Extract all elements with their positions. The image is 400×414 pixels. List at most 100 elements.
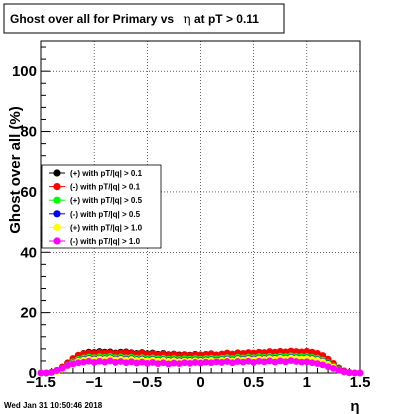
data-point (250, 359, 258, 366)
data-points (37, 347, 364, 377)
data-point (282, 358, 289, 366)
legend-marker (53, 237, 61, 245)
title-part-2: η (183, 12, 190, 26)
data-point (170, 359, 178, 367)
title-part-3: at pT > 0.11 (191, 12, 260, 26)
data-point (239, 358, 247, 366)
x-tick-label: −1.5 (26, 374, 56, 391)
data-point (276, 357, 284, 365)
data-point (271, 348, 279, 356)
data-point (48, 368, 56, 376)
data-point (218, 359, 226, 366)
data-point (202, 358, 210, 366)
data-point (197, 359, 204, 367)
data-point (213, 358, 220, 366)
data-point (80, 358, 87, 366)
legend-marker (53, 196, 61, 204)
legend: (+) with pT/|q| > 0.1 (-) with pT/|q| > 0… (41, 164, 162, 249)
x-tick-label: 0.5 (243, 374, 264, 391)
legend-label: (-) with pT/|q| > 0.1 (70, 183, 141, 192)
data-point (324, 363, 332, 371)
legend-marker (53, 223, 61, 231)
data-point (64, 362, 71, 369)
data-point (154, 360, 162, 368)
x-tick-label: 1.5 (350, 374, 371, 391)
data-point (266, 348, 274, 355)
data-point (282, 348, 289, 356)
x-tick-label: −1 (86, 374, 103, 391)
x-axis-title: η (350, 398, 359, 414)
data-point (345, 369, 353, 377)
data-point (292, 358, 300, 365)
data-point (175, 360, 183, 368)
legend-label: (+) with pT/|q| > 0.5 (70, 196, 143, 205)
data-point (122, 359, 130, 367)
footer-timestamp: Wed Jan 31 10:50:46 2018 (4, 401, 103, 410)
series-6 (37, 357, 364, 377)
data-point (314, 360, 321, 368)
legend-label: (-) with pT/|q| > 1.0 (70, 237, 141, 246)
data-point (308, 348, 316, 356)
x-tick-label: 0 (196, 374, 204, 391)
data-point (276, 347, 284, 355)
data-point (260, 358, 268, 366)
data-point (287, 357, 295, 365)
chart-title: Ghost over all for Primary vs η at pT > … (10, 12, 259, 26)
data-point (314, 349, 321, 357)
data-point (96, 357, 103, 365)
y-tick-label: 80 (20, 124, 37, 141)
axis-ticks: −1.5 −1 −0.5 0 0.5 1 1.5 0 20 40 60 80 100 (12, 46, 371, 391)
data-point (271, 358, 279, 366)
grid (41, 41, 360, 373)
data-point (255, 357, 263, 365)
data-point (292, 348, 300, 355)
data-point (159, 359, 167, 367)
x-tick-label: −0.5 (133, 374, 163, 391)
data-point (351, 369, 359, 377)
data-point (319, 361, 327, 369)
y-tick-label: 0 (29, 365, 37, 382)
data-point (133, 359, 141, 367)
data-point (223, 358, 231, 365)
data-point (53, 367, 61, 374)
y-axis-title: Ghost over all (%) (7, 106, 24, 234)
data-point (229, 359, 236, 367)
data-point (143, 359, 151, 367)
legend-marker (53, 169, 61, 177)
y-tick-label: 60 (20, 184, 37, 201)
data-point (244, 357, 252, 365)
data-point (191, 359, 199, 366)
data-point (287, 347, 295, 355)
data-point (85, 357, 93, 365)
data-point (117, 358, 125, 365)
data-point (101, 358, 109, 366)
data-point (74, 359, 82, 367)
data-point (42, 369, 50, 377)
data-point (127, 358, 135, 366)
data-point (303, 347, 311, 355)
data-point (149, 359, 157, 366)
x-tick-label: 1 (303, 374, 311, 391)
legend-frame (41, 164, 162, 249)
y-tick-label: 40 (20, 244, 37, 261)
title-frame (3, 3, 285, 34)
data-point (181, 359, 188, 367)
data-point (138, 358, 146, 366)
y-tick-label: 20 (20, 305, 37, 322)
legend-marker (53, 183, 61, 191)
data-point (234, 358, 242, 365)
data-point (165, 360, 173, 368)
data-point (207, 359, 215, 367)
data-point (266, 357, 274, 365)
data-point (335, 366, 343, 374)
title-part-1: Ghost over all for Primary vs (10, 12, 177, 26)
data-point (356, 369, 364, 377)
data-point (37, 369, 45, 377)
legend-marker (53, 210, 61, 218)
data-point (58, 364, 66, 372)
legend-label: (+) with pT/|q| > 0.1 (70, 169, 143, 178)
data-point (90, 359, 98, 366)
data-point (112, 359, 119, 366)
data-point (298, 358, 305, 366)
